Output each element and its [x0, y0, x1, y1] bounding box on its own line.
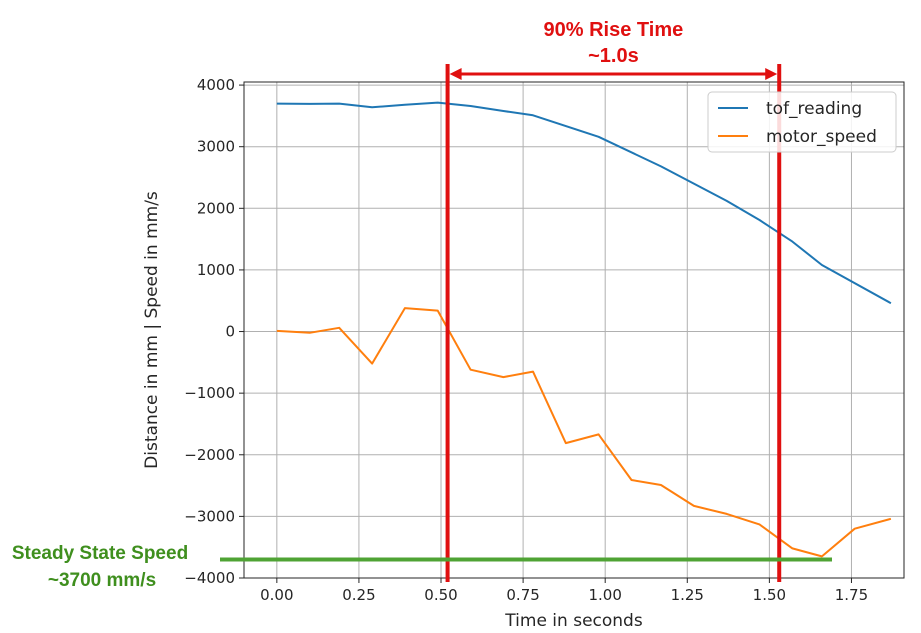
legend-label: motor_speed [766, 127, 877, 147]
x-tick-label: 1.25 [671, 586, 704, 604]
y-tick-label: −4000 [184, 569, 235, 587]
y-tick-label: 3000 [197, 138, 235, 156]
grid [244, 82, 904, 579]
ticks: 0.00 0.25 0.50 0.75 1.00 1.25 1.50 1.75 4000 3000… [184, 76, 868, 604]
plot-frame [243, 81, 905, 579]
x-tick-label: 1.00 [588, 586, 621, 604]
y-tick-label: −1000 [184, 384, 235, 402]
x-tick-label: 0.25 [342, 586, 375, 604]
rise-time-value: ~1.0s [588, 45, 639, 67]
y-tick-label: −3000 [184, 507, 235, 525]
x-tick-label: 0.00 [260, 586, 293, 604]
legend-box [707, 91, 897, 153]
y-tick-label: 4000 [197, 76, 235, 94]
x-axis-label: Time in seconds [504, 611, 643, 631]
legend-label: tof_reading [766, 99, 862, 119]
y-tick-label: −2000 [184, 446, 235, 464]
legend: tof_reading motor_speed [707, 91, 897, 153]
rise-time-title: 90% Rise Time [544, 19, 684, 41]
x-tick-label: 0.75 [506, 586, 539, 604]
x-tick-label: 1.75 [835, 586, 868, 604]
series-layer [276, 101, 892, 558]
series-line-motor-speed [276, 307, 892, 558]
rise-arrow-head-right [765, 68, 778, 80]
x-tick-label: 0.50 [424, 586, 457, 604]
annotations: 90% Rise Time ~1.0s Steady State Speed ~370… [12, 19, 832, 591]
steady-state-value: ~3700 mm/s [48, 570, 156, 591]
y-tick-label: 2000 [197, 199, 235, 217]
y-tick-label: 1000 [197, 261, 235, 279]
series-line-tof-reading [276, 101, 892, 305]
y-tick-label: 0 [225, 323, 235, 341]
steady-state-title: Steady State Speed [12, 543, 188, 564]
y-axis-label: Distance in mm | Speed in mm/s [142, 191, 162, 469]
x-tick-label: 1.50 [753, 586, 786, 604]
rise-arrow-head-left [449, 68, 462, 80]
